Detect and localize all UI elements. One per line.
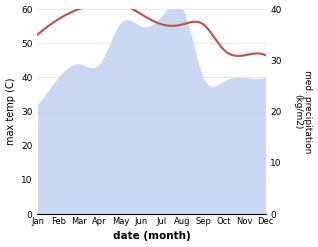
X-axis label: date (month): date (month) [113, 231, 190, 242]
Y-axis label: med. precipitation
(kg/m2): med. precipitation (kg/m2) [293, 70, 313, 153]
Y-axis label: max temp (C): max temp (C) [5, 78, 16, 145]
